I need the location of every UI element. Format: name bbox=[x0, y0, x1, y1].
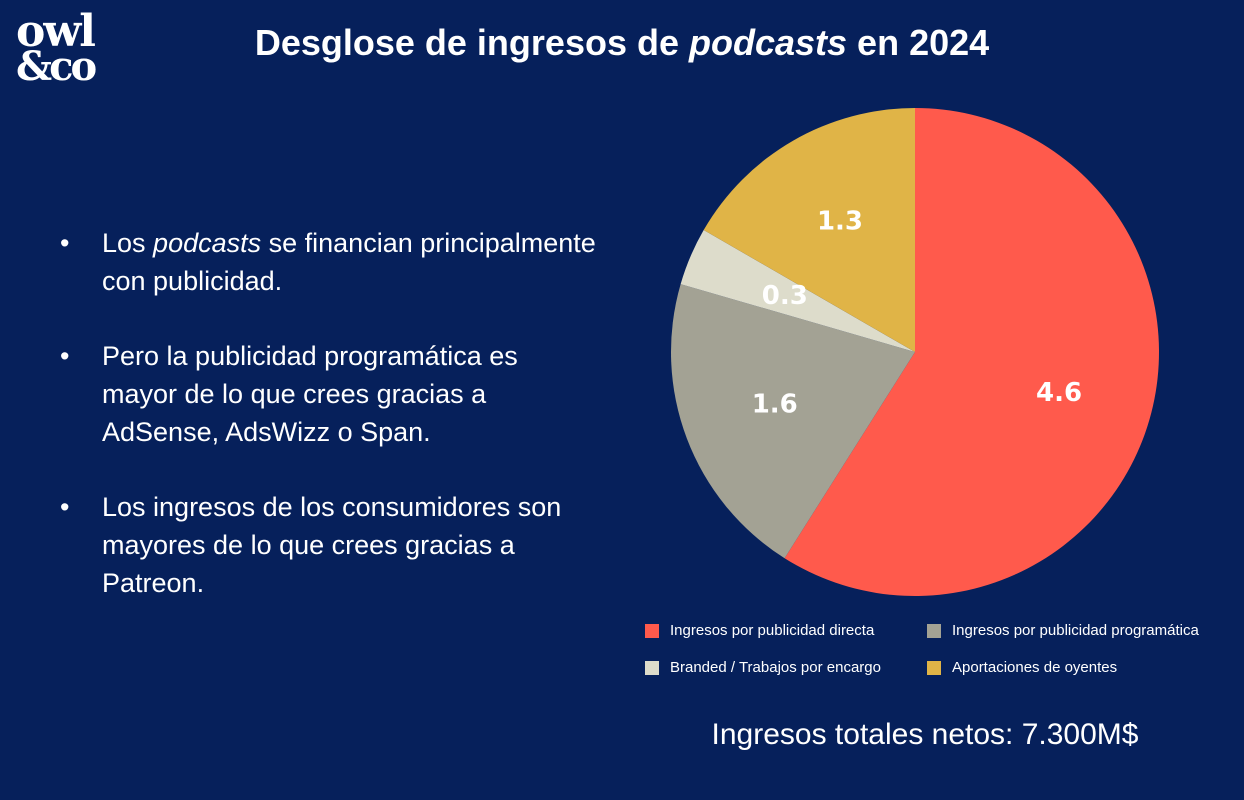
slice-value-label: 0.3 bbox=[762, 281, 808, 311]
legend-item: Ingresos por publicidad programática bbox=[927, 622, 1227, 639]
slice-value-label: 1.6 bbox=[752, 390, 798, 420]
bullet-text: Los ingresos de los consumidores son may… bbox=[102, 492, 562, 598]
bullet-dot-icon: • bbox=[60, 492, 70, 522]
title-italic: podcasts bbox=[689, 22, 848, 63]
bullet-item: • Los podcasts se financian principalment… bbox=[56, 224, 596, 300]
bullet-text: podcasts bbox=[153, 228, 262, 258]
legend-item: Aportaciones de oyentes bbox=[927, 659, 1227, 676]
legend-label: Aportaciones de oyentes bbox=[952, 659, 1118, 676]
title-before: Desglose de ingresos de bbox=[254, 22, 689, 63]
legend-item: Ingresos por publicidad directa bbox=[645, 622, 927, 639]
bullet-dot-icon: • bbox=[60, 341, 70, 371]
logo-line-2: &co bbox=[16, 43, 97, 91]
legend-item: Branded / Trabajos por encargo bbox=[645, 659, 927, 676]
legend-swatch-icon bbox=[645, 660, 659, 675]
pie-slice-2 bbox=[671, 284, 915, 559]
title-after: en 2024 bbox=[847, 22, 990, 63]
legend-label: Ingresos por publicidad programática bbox=[952, 622, 1199, 639]
pie-slice-3 bbox=[680, 230, 915, 352]
bullet-item: • Pero la publicidad programática es mayo… bbox=[56, 337, 596, 451]
legend-label: Branded / Trabajos por encargo bbox=[670, 659, 881, 676]
bullet-text: Pero la publicidad programática es mayor… bbox=[102, 341, 518, 447]
bullet-list: • Los podcasts se financian principalment… bbox=[56, 224, 596, 639]
pie-slice-1 bbox=[784, 108, 1159, 596]
legend-label: Ingresos por publicidad directa bbox=[670, 622, 875, 639]
slice-value-label: 1.3 bbox=[817, 207, 863, 237]
bullet-text: Los bbox=[102, 228, 154, 258]
logo-line-1: owl bbox=[16, 6, 96, 57]
bullet-item: • Los ingresos de los consumidores son ma… bbox=[56, 488, 596, 602]
slice-value-label: 4.6 bbox=[1036, 378, 1082, 408]
pie-slice-4 bbox=[703, 107, 915, 352]
chart-legend: Ingresos por publicidad directa Ingresos … bbox=[645, 622, 1240, 676]
legend-swatch-icon bbox=[927, 623, 941, 638]
page-title: Desglose de ingresos de podcasts en 2024 bbox=[0, 22, 1244, 64]
owl-co-logo: owl &co bbox=[16, 6, 136, 91]
pie-chart: 4.6 1.6 0.3 1.3 bbox=[671, 107, 1159, 596]
bullet-dot-icon: • bbox=[60, 228, 70, 258]
bullet-text: se financian principalmente con publicid… bbox=[102, 228, 596, 296]
total-revenue: Ingresos totales netos: 7.300M$ bbox=[711, 718, 1139, 751]
legend-swatch-icon bbox=[927, 660, 941, 675]
legend-swatch-icon bbox=[645, 623, 659, 638]
